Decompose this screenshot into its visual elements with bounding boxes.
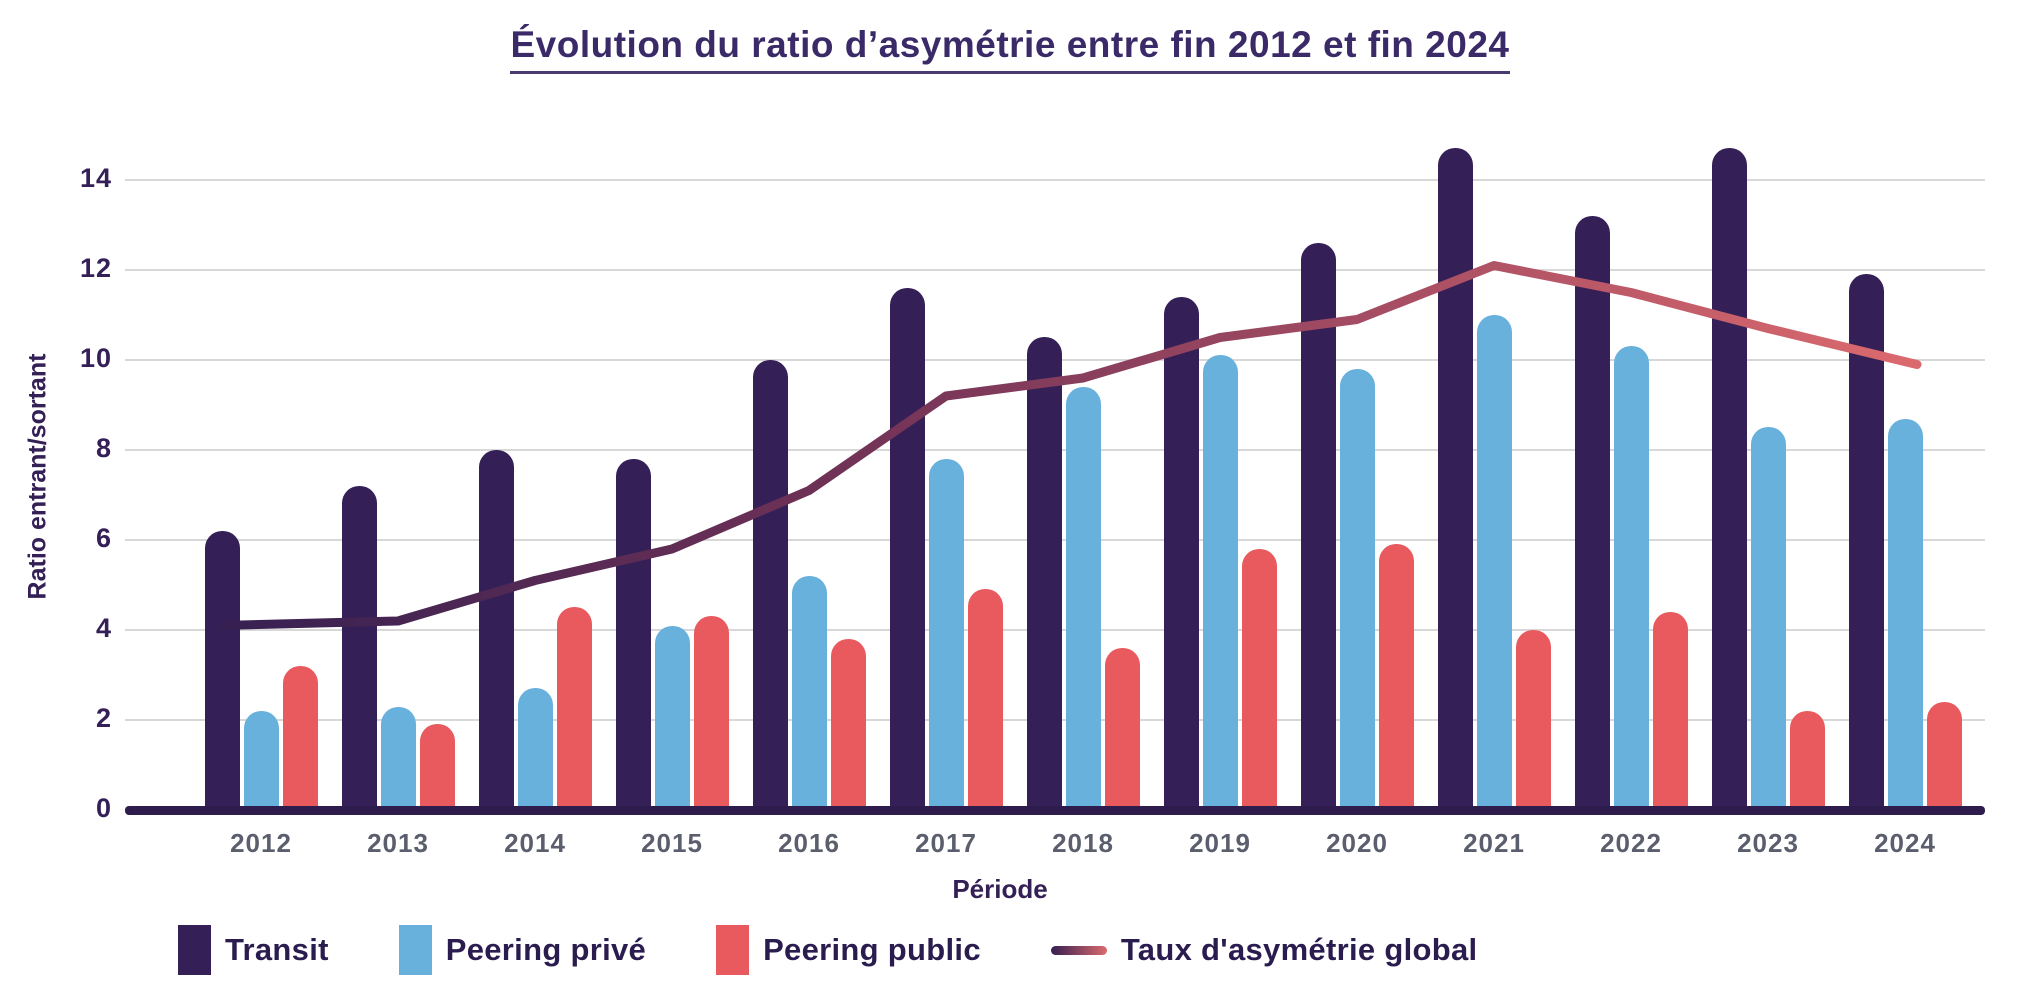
bar-peering-public xyxy=(1241,549,1277,810)
bar-peering-privé xyxy=(791,576,827,810)
y-tick-label: 12 xyxy=(79,253,112,283)
gridline xyxy=(125,269,1985,271)
bar-peering-public xyxy=(693,616,729,810)
bar-transit xyxy=(204,531,240,810)
y-tick-label: 8 xyxy=(95,433,112,463)
x-tick-label: 2018 xyxy=(1052,828,1114,858)
legend-label: Transit xyxy=(225,932,329,967)
bar-peering-privé xyxy=(1750,427,1786,810)
x-tick-label: 2015 xyxy=(641,828,703,858)
bar-transit xyxy=(889,288,925,810)
bar-peering-public xyxy=(1515,630,1551,810)
legend-item: Peering public xyxy=(716,925,981,975)
x-tick-label: 2022 xyxy=(1600,828,1662,858)
bar-peering-public xyxy=(282,666,318,810)
bar-peering-public xyxy=(1378,544,1414,810)
bar-peering-privé xyxy=(1339,369,1375,810)
x-tick-label: 2017 xyxy=(915,828,977,858)
y-tick-label: 0 xyxy=(95,793,112,823)
x-tick-label: 2021 xyxy=(1463,828,1525,858)
x-tick-label: 2024 xyxy=(1874,828,1936,858)
y-tick-label: 14 xyxy=(79,163,112,193)
bar-peering-public xyxy=(419,724,455,810)
bar-peering-public xyxy=(830,639,866,810)
legend-item: Taux d'asymétrie global xyxy=(1050,932,1478,968)
x-tick-label: 2016 xyxy=(778,828,840,858)
legend-item: Transit xyxy=(178,925,329,975)
bar-peering-privé xyxy=(1613,346,1649,810)
bar-transit xyxy=(341,486,377,810)
chart-title-text: Évolution du ratio d’asymétrie entre fin… xyxy=(510,24,1510,74)
x-tick-label: 2023 xyxy=(1737,828,1799,858)
x-axis-line xyxy=(125,806,1985,815)
bar-transit xyxy=(752,360,788,810)
bar-transit xyxy=(1163,297,1199,810)
legend-swatch-icon xyxy=(178,925,211,975)
gridline xyxy=(125,179,1985,181)
bar-peering-public xyxy=(1789,711,1825,810)
bar-transit xyxy=(1026,337,1062,810)
legend-swatch-icon xyxy=(716,925,750,975)
x-axis-title: Période xyxy=(952,874,1048,904)
bar-peering-public xyxy=(967,589,1003,810)
bar-peering-privé xyxy=(928,459,964,810)
bar-transit xyxy=(1437,148,1473,810)
bar-peering-privé xyxy=(1202,355,1238,810)
y-tick-label: 6 xyxy=(95,523,112,553)
x-tick-label: 2014 xyxy=(504,828,566,858)
x-tick-label: 2012 xyxy=(230,828,292,858)
legend-label: Taux d'asymétrie global xyxy=(1120,932,1478,967)
legend-item: Peering privé xyxy=(398,925,647,975)
chart-title: Évolution du ratio d’asymétrie entre fin… xyxy=(0,24,2020,74)
y-tick-label: 2 xyxy=(95,703,112,733)
bar-peering-privé xyxy=(517,688,553,810)
bar-transit xyxy=(1711,148,1747,810)
legend-swatch-icon xyxy=(398,925,432,975)
bar-transit xyxy=(1574,216,1610,810)
bar-transit xyxy=(1300,243,1336,810)
x-tick-label: 2020 xyxy=(1326,828,1388,858)
y-tick-label: 4 xyxy=(95,613,112,643)
bar-peering-privé xyxy=(380,707,416,810)
bar-peering-public xyxy=(1104,648,1140,810)
legend-label: Peering public xyxy=(763,932,981,967)
bar-transit xyxy=(1848,274,1884,810)
x-tick-label: 2013 xyxy=(367,828,429,858)
bar-transit xyxy=(478,450,514,810)
legend-line-swatch-icon xyxy=(1050,945,1107,955)
bar-peering-privé xyxy=(1887,419,1923,810)
legend-label: Peering privé xyxy=(445,932,647,967)
bar-peering-privé xyxy=(654,626,690,810)
x-tick-label: 2019 xyxy=(1189,828,1251,858)
bar-peering-public xyxy=(1652,612,1688,810)
bar-peering-privé xyxy=(1065,387,1101,810)
legend: Transit Peering privé Peering public Taux d… xyxy=(178,920,1477,980)
bar-peering-privé xyxy=(243,711,279,810)
bar-peering-public xyxy=(556,607,592,810)
y-tick-label: 10 xyxy=(79,343,112,373)
bar-transit xyxy=(615,459,651,810)
bar-peering-public xyxy=(1926,702,1962,810)
bar-peering-privé xyxy=(1476,315,1512,810)
